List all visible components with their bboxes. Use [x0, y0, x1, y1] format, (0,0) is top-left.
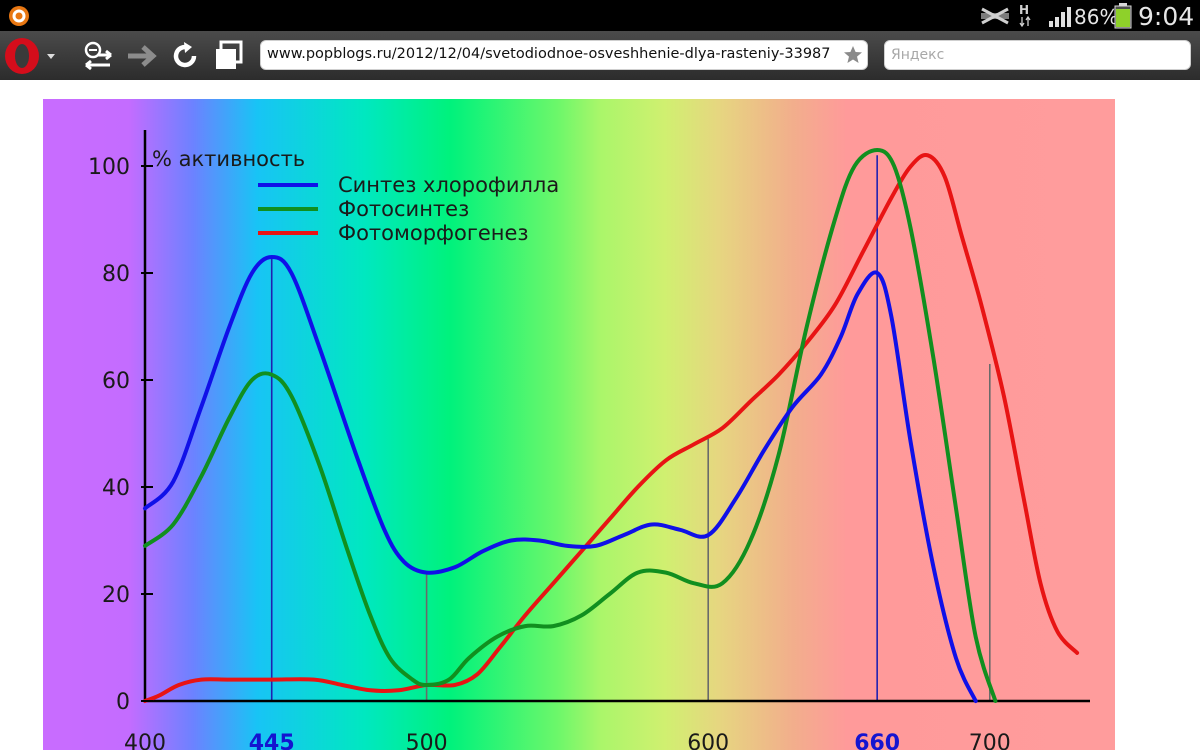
search-placeholder[interactable]: Яндекс [891, 47, 945, 63]
svg-text:H: H [1019, 3, 1029, 17]
network-h-icon: H [1019, 3, 1031, 27]
url-text[interactable]: www.popblogs.ru/2012/12/04/svetodiodnoe-… [267, 46, 831, 62]
clock: 9:04 [1138, 2, 1195, 31]
x-tick-label: 500 [406, 731, 448, 750]
reload-icon[interactable] [168, 39, 202, 73]
chart-area: 0 20 40 60 80 100 400 445 500 600 660 700 Синтез хл… [0, 80, 1200, 750]
network-h-icon [981, 7, 1009, 25]
battery-percentage: 86% [1074, 5, 1119, 29]
y-tick-label: 100 [88, 155, 130, 180]
legend-label: Синтез хлорофилла [338, 173, 559, 197]
battery-icon [1114, 3, 1132, 29]
forward-arrow-icon[interactable] [124, 39, 158, 73]
series-line-2 [143, 148, 998, 703]
y-tick-label: 40 [102, 476, 130, 501]
status-bar: H 86% 9:04 [0, 0, 1200, 31]
legend-label: Фотосинтез [338, 197, 469, 221]
x-tick-label: 700 [969, 731, 1011, 750]
x-tick-label: 445 [249, 731, 295, 750]
y-axis-label: % активность [152, 147, 305, 171]
x-tick-label: 400 [124, 731, 166, 750]
url-field[interactable]: www.popblogs.ru/2012/12/04/svetodiodnoe-… [260, 40, 868, 70]
opera-logo-icon[interactable] [3, 36, 61, 76]
opera-notification-icon [9, 6, 29, 26]
x-tick-label: 600 [687, 731, 729, 750]
x-tick-label: 660 [854, 731, 900, 750]
series-line-3 [143, 152, 1080, 703]
y-tick-label: 20 [102, 583, 130, 608]
legend-label: Фотоморфогенез [338, 221, 529, 245]
spectrum-background [43, 99, 1115, 750]
y-tick-label: 0 [116, 690, 130, 715]
zoom-back-icon[interactable] [80, 39, 114, 73]
series-line-1 [143, 255, 978, 703]
signal-bars-icon [1049, 7, 1071, 27]
spectrum-chart: 0 20 40 60 80 100 400 445 500 600 660 700 Синтез хл… [43, 99, 1115, 750]
y-tick-label: 60 [102, 369, 130, 394]
search-field[interactable]: Яндекс [884, 40, 1191, 70]
y-tick-label: 80 [102, 262, 130, 287]
tabs-icon[interactable] [212, 39, 246, 73]
star-icon[interactable] [843, 45, 863, 65]
